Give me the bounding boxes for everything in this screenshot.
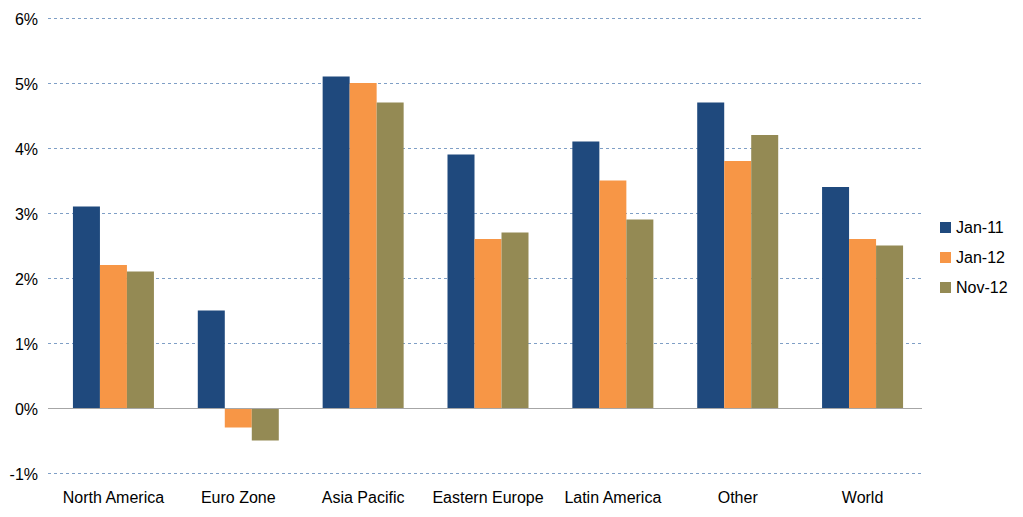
bar	[323, 77, 350, 409]
bars	[73, 77, 903, 441]
chart-svg: -1% 0% 1% 2% 3% 4% 5% 6% North America Euro Zone A…	[0, 0, 1023, 517]
chart-container: -1% 0% 1% 2% 3% 4% 5% 6% North America Euro Zone A…	[0, 0, 1023, 517]
bar	[127, 272, 154, 409]
grid-line	[48, 18, 922, 19]
bar	[697, 103, 724, 409]
bar	[475, 239, 502, 408]
bar	[724, 161, 751, 408]
bar	[198, 311, 225, 409]
y-tick-label: 6%	[15, 11, 38, 28]
grid-line	[48, 473, 922, 474]
x-tick-label: Other	[718, 489, 759, 506]
y-tick-label: 3%	[15, 206, 38, 223]
bar	[502, 233, 529, 409]
grid-line	[48, 148, 922, 149]
bar	[73, 207, 100, 409]
y-tick-label: -1%	[10, 466, 38, 483]
bar	[377, 103, 404, 409]
legend: Jan-11 Jan-12 Nov-12	[940, 219, 1008, 296]
x-axis-line	[48, 408, 922, 409]
x-tick-label: Euro Zone	[201, 489, 276, 506]
bar	[822, 187, 849, 408]
legend-swatch	[940, 282, 951, 293]
bar	[350, 83, 377, 408]
bar	[626, 220, 653, 409]
x-tick-label: Latin America	[564, 489, 661, 506]
bar	[252, 408, 279, 441]
bar	[225, 408, 252, 428]
grid-line	[48, 213, 922, 214]
x-tick-label: Asia Pacific	[322, 489, 405, 506]
legend-label: Jan-12	[956, 249, 1005, 266]
bar	[100, 265, 127, 408]
y-tick-label: 5%	[15, 76, 38, 93]
y-tick-label: 4%	[15, 141, 38, 158]
y-tick-label: 0%	[15, 401, 38, 418]
legend-swatch	[940, 252, 951, 263]
bar	[572, 142, 599, 409]
grid-line	[48, 408, 922, 409]
y-tick-label: 2%	[15, 271, 38, 288]
bar	[876, 246, 903, 409]
grid: -1% 0% 1% 2% 3% 4% 5% 6%	[10, 11, 922, 483]
bar	[751, 135, 778, 408]
x-tick-label: North America	[63, 489, 164, 506]
legend-swatch	[940, 222, 951, 233]
legend-label: Jan-11	[956, 219, 1004, 236]
x-tick-label: Eastern Europe	[432, 489, 543, 506]
x-tick-label: World	[842, 489, 884, 506]
bar	[448, 155, 475, 409]
y-tick-label: 1%	[15, 336, 38, 353]
bar	[599, 181, 626, 409]
legend-label: Nov-12	[956, 279, 1008, 296]
bar	[849, 239, 876, 408]
grid-line	[48, 83, 922, 84]
